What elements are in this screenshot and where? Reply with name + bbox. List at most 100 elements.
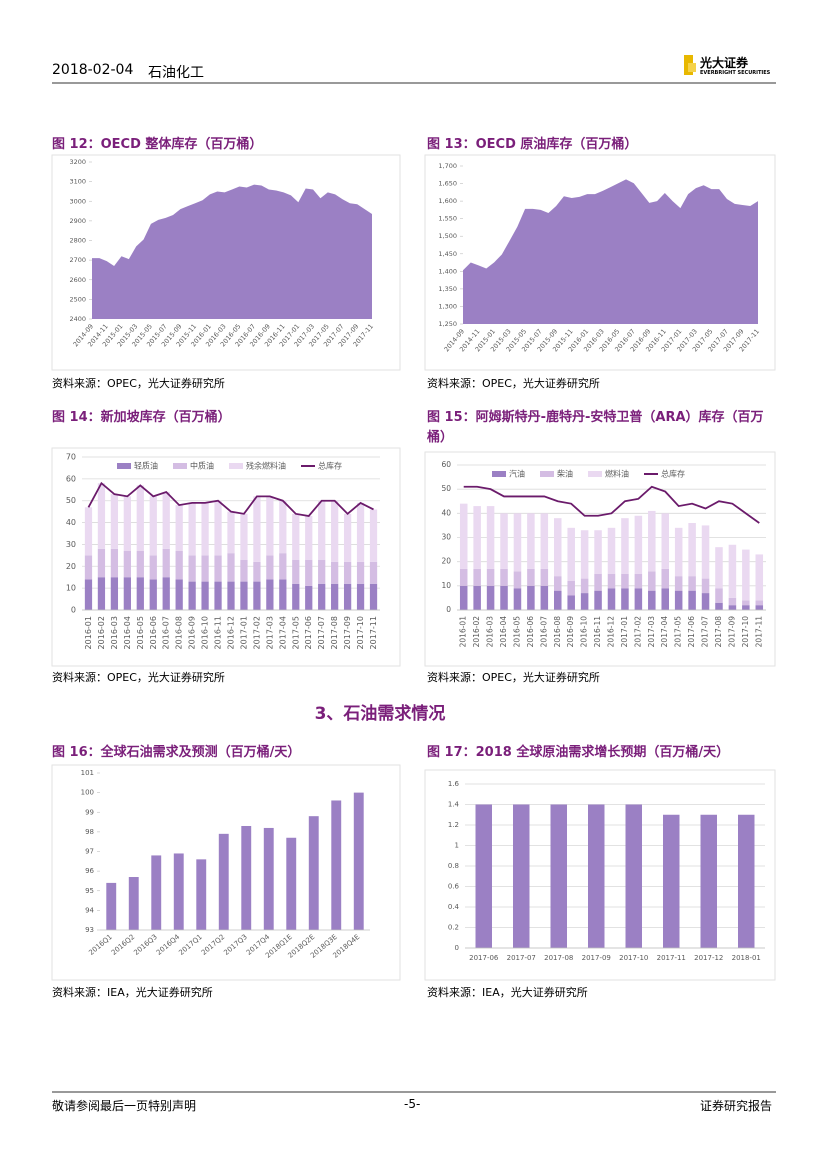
bar-segment [742, 605, 750, 610]
bar [475, 804, 492, 948]
bar-segment [634, 573, 643, 589]
bar [588, 804, 605, 948]
bar-segment [175, 579, 183, 610]
bar-segment [110, 548, 119, 578]
y-tick-label: 1,700 [438, 162, 457, 170]
bar-segment [607, 527, 616, 574]
bar-segment [266, 579, 274, 610]
bar-segment [318, 559, 326, 584]
bar-segment [567, 595, 575, 610]
disclaimer: 敬请参阅最后一页特别声明 [52, 1099, 197, 1113]
bar-segment [253, 581, 261, 610]
y-tick-label: 1 [455, 842, 459, 850]
legend-label: 中质油 [190, 461, 214, 471]
bar-segment [634, 588, 643, 610]
bar-segment [540, 568, 549, 586]
x-tick-label: 2016Q3 [132, 933, 158, 957]
x-tick-label: 2017-08 [714, 616, 723, 648]
x-tick-label: 2017-06 [469, 954, 499, 962]
figure-caption: 图 12：OECD 整体库存（百万桶） [52, 137, 263, 152]
y-tick-label: 10 [66, 584, 76, 593]
x-tick-label: 2016-11 [214, 616, 223, 649]
legend-swatch [588, 471, 602, 477]
bar-segment [715, 602, 723, 610]
x-tick-label: 2017-11 [754, 616, 763, 648]
bar-segment [540, 585, 549, 610]
y-tick-label: 2900 [69, 217, 86, 225]
legend-label: 轻质油 [134, 461, 158, 471]
x-tick-label: 2016-03 [110, 616, 119, 649]
bar-segment [621, 518, 629, 574]
x-tick-label: 2017-11 [369, 616, 378, 649]
x-tick-label: 2016-09 [566, 616, 575, 648]
bar-segment [701, 593, 710, 610]
y-tick-label: 1,300 [438, 302, 457, 310]
bar-segment [661, 513, 670, 569]
bar [151, 855, 162, 930]
bar-segment [701, 578, 710, 594]
figure-frame [424, 769, 776, 981]
y-tick-label: 2600 [69, 276, 86, 284]
bar [263, 827, 274, 930]
x-tick-label: 2016-09 [188, 616, 197, 649]
bar-segment [201, 581, 209, 610]
x-tick-label: 2017-10 [356, 616, 365, 649]
bar-segment [149, 555, 157, 580]
x-tick-label: 2016Q1 [87, 933, 113, 957]
bar-segment [305, 585, 313, 610]
x-tick-label: 2017-10 [741, 616, 750, 648]
y-tick-label: 94 [85, 906, 94, 914]
bar-segment [149, 579, 157, 610]
y-tick-label: 1.6 [448, 780, 460, 788]
bar-segment [318, 500, 326, 560]
figure-frame [51, 447, 401, 667]
bar-segment [580, 530, 589, 579]
y-tick-label: 98 [85, 828, 94, 836]
bar-segment [661, 568, 670, 589]
bar-segment [188, 555, 196, 582]
y-tick-label: 1,650 [438, 180, 457, 188]
figure-frame [424, 154, 776, 371]
bar-segment [253, 561, 261, 582]
bar-segment [162, 491, 170, 549]
x-tick-label: 2016-12 [607, 616, 616, 648]
bar-segment [661, 588, 670, 610]
legend-swatch [540, 471, 554, 477]
bar-segment [553, 590, 562, 610]
bar-segment [123, 577, 131, 610]
y-tick-label: 2500 [69, 295, 86, 303]
bar-segment [688, 590, 696, 610]
y-tick-label: 40 [441, 508, 451, 517]
logo-text: 光大证券 [700, 56, 749, 70]
figure-frame [51, 154, 401, 371]
bar-segment [473, 506, 481, 569]
line [463, 485, 760, 524]
bar [196, 859, 207, 930]
bar-segment [553, 518, 562, 577]
legend-swatch [117, 463, 131, 469]
bar-segment [500, 568, 508, 586]
x-tick-label: 2017-08 [544, 954, 573, 962]
x-tick-label: 2017-01 [239, 616, 248, 649]
x-tick-label: 2016-03 [486, 616, 495, 648]
x-tick-label: 2017-04 [278, 616, 287, 649]
bar-segment [305, 516, 313, 560]
x-tick-label: 2016-02 [472, 616, 481, 648]
bar-segment [648, 571, 656, 591]
x-tick-label: 2017-12 [694, 954, 723, 962]
x-tick-label: 2017-11 [657, 954, 686, 962]
bar-segment [755, 600, 764, 606]
bar-segment [369, 583, 378, 610]
x-tick-label: 2017-09 [582, 954, 611, 962]
bar [218, 833, 229, 930]
bar-segment [567, 581, 575, 596]
bar-segment [459, 503, 468, 569]
bar [738, 814, 755, 948]
y-tick-label: 0.8 [448, 862, 459, 870]
bar-segment [594, 530, 602, 574]
y-tick-label: 99 [85, 808, 94, 816]
y-tick-label: 95 [85, 887, 94, 895]
bar-segment [188, 581, 196, 610]
report-date: 2018-02-04 [52, 62, 134, 78]
